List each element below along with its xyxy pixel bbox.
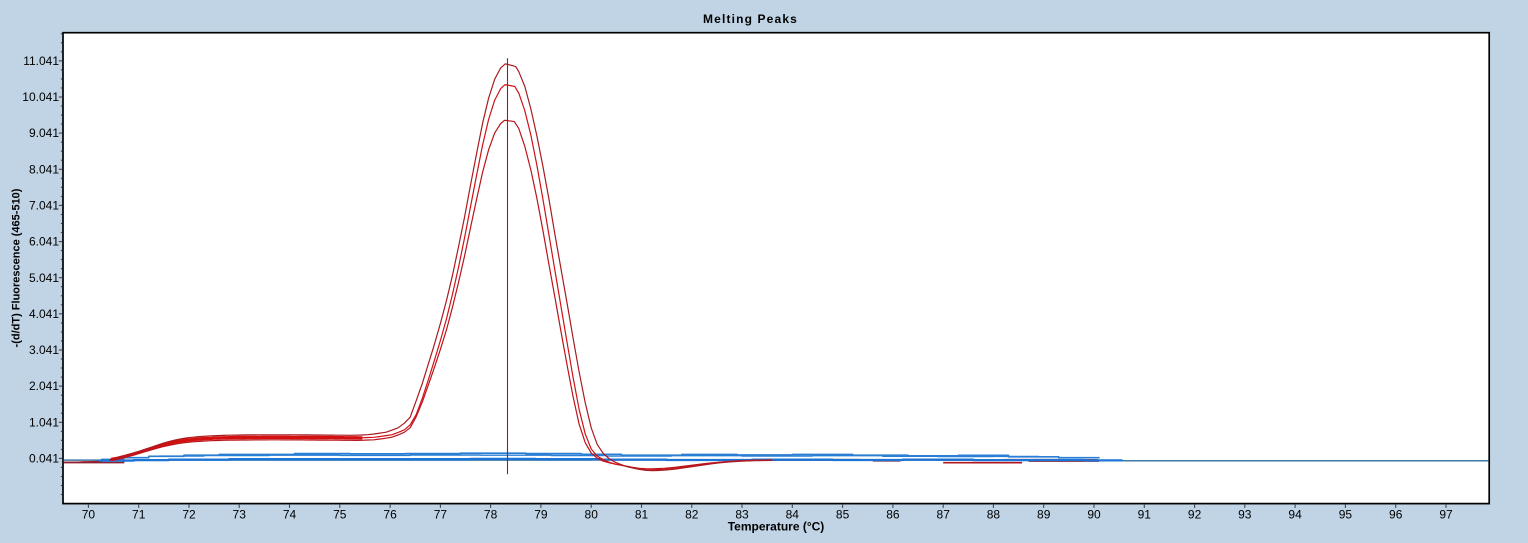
svg-text:80: 80 [585,508,599,522]
svg-text:3.041: 3.041 [29,343,59,357]
svg-text:89: 89 [1037,508,1051,522]
svg-text:93: 93 [1238,508,1252,522]
svg-text:-(d/dT) Fluorescence (465-510): -(d/dT) Fluorescence (465-510) [11,188,23,347]
svg-text:Melting Peaks: Melting Peaks [703,12,798,26]
svg-text:97: 97 [1439,508,1453,522]
svg-text:77: 77 [434,508,448,522]
svg-text:96: 96 [1389,508,1403,522]
svg-text:1.041: 1.041 [29,415,59,429]
svg-text:74: 74 [283,508,297,522]
svg-text:82: 82 [685,508,699,522]
svg-text:4.041: 4.041 [29,307,59,321]
svg-text:83: 83 [735,508,749,522]
svg-text:72: 72 [182,508,196,522]
svg-text:92: 92 [1188,508,1202,522]
svg-text:73: 73 [233,508,247,522]
svg-text:8.041: 8.041 [29,162,59,176]
svg-text:76: 76 [383,508,397,522]
svg-text:85: 85 [836,508,850,522]
svg-text:0.041: 0.041 [29,452,59,466]
svg-text:79: 79 [534,508,548,522]
svg-text:75: 75 [333,508,347,522]
svg-text:91: 91 [1138,508,1152,522]
svg-text:70: 70 [82,508,96,522]
svg-text:86: 86 [886,508,900,522]
svg-text:94: 94 [1288,508,1302,522]
svg-text:Temperature (°C): Temperature (°C) [728,519,825,533]
svg-text:95: 95 [1339,508,1353,522]
svg-text:7.041: 7.041 [29,199,59,213]
svg-text:5.041: 5.041 [29,271,59,285]
svg-text:81: 81 [635,508,649,522]
svg-text:78: 78 [484,508,498,522]
svg-text:87: 87 [937,508,951,522]
svg-text:9.041: 9.041 [29,126,59,140]
svg-text:2.041: 2.041 [29,379,59,393]
svg-text:88: 88 [987,508,1001,522]
svg-text:10.041: 10.041 [22,90,59,104]
svg-text:71: 71 [132,508,146,522]
svg-text:11.041: 11.041 [23,54,59,68]
svg-text:84: 84 [786,508,800,522]
svg-text:90: 90 [1087,508,1101,522]
svg-text:6.041: 6.041 [29,235,59,249]
